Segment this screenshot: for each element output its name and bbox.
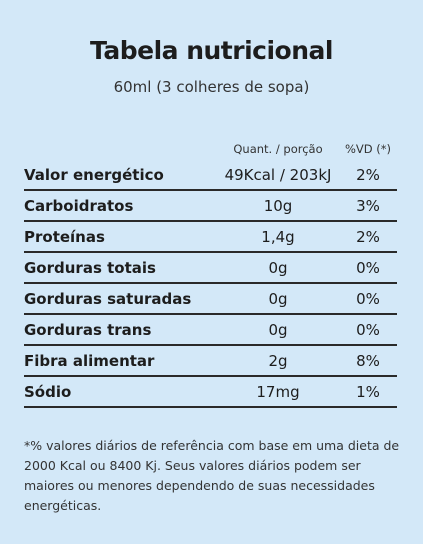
- nutrient-label: Gorduras trans: [24, 321, 152, 339]
- quantity: 1,4g: [261, 228, 295, 246]
- daily-value: 0%: [356, 290, 380, 308]
- daily-value: 0%: [356, 321, 380, 339]
- daily-value: 2%: [356, 228, 380, 246]
- column-header: Quant. / porção: [233, 142, 323, 156]
- quantity: 49Kcal / 203kJ: [224, 166, 332, 184]
- table-row: Gorduras trans 0g 0%: [24, 315, 397, 346]
- quantity: 17mg: [256, 383, 300, 401]
- daily-value: 2%: [356, 166, 380, 184]
- table-row: Carboidratos 10g 3%: [24, 191, 397, 222]
- quantity: 0g: [268, 321, 288, 339]
- daily-value: 1%: [356, 383, 380, 401]
- footnote: *% valores diários de referência com bas…: [24, 438, 400, 513]
- table-row: Proteínas 1,4g 2%: [24, 222, 397, 253]
- table-row: Sódio 17mg 1%: [24, 377, 397, 408]
- quantity: 10g: [263, 197, 293, 215]
- nutrient-label: Gorduras totais: [24, 259, 156, 277]
- title: Tabela nutricional: [90, 36, 333, 65]
- daily-value: 3%: [356, 197, 380, 215]
- quantity: 0g: [268, 259, 288, 277]
- nutrient-label: Carboidratos: [24, 197, 134, 215]
- daily-value: 0%: [356, 259, 380, 277]
- nutrient-label: Valor energético: [24, 166, 164, 184]
- table-row: Fibra alimentar 2g 8%: [24, 346, 397, 377]
- table-row: Gorduras totais 0g 0%: [24, 253, 397, 284]
- nutrient-label: Sódio: [24, 383, 72, 401]
- nutrient-label: Gorduras saturadas: [24, 290, 192, 308]
- nutrient-label: Proteínas: [24, 228, 105, 246]
- daily-value: 8%: [356, 352, 380, 370]
- nutrition-table: Valor energético 49Kcal / 203kJ 2% Carboidr…: [24, 160, 397, 408]
- quantity: 2g: [268, 352, 288, 370]
- nutrient-label: Fibra alimentar: [24, 352, 155, 370]
- table-row: Valor energético 49Kcal / 203kJ 2%: [24, 160, 397, 191]
- column-header: %VD (*): [344, 142, 392, 156]
- subtitle: 60ml (3 colheres de sopa): [113, 78, 310, 96]
- quantity: 0g: [268, 290, 288, 308]
- table-row: Gorduras saturadas 0g 0%: [24, 284, 397, 315]
